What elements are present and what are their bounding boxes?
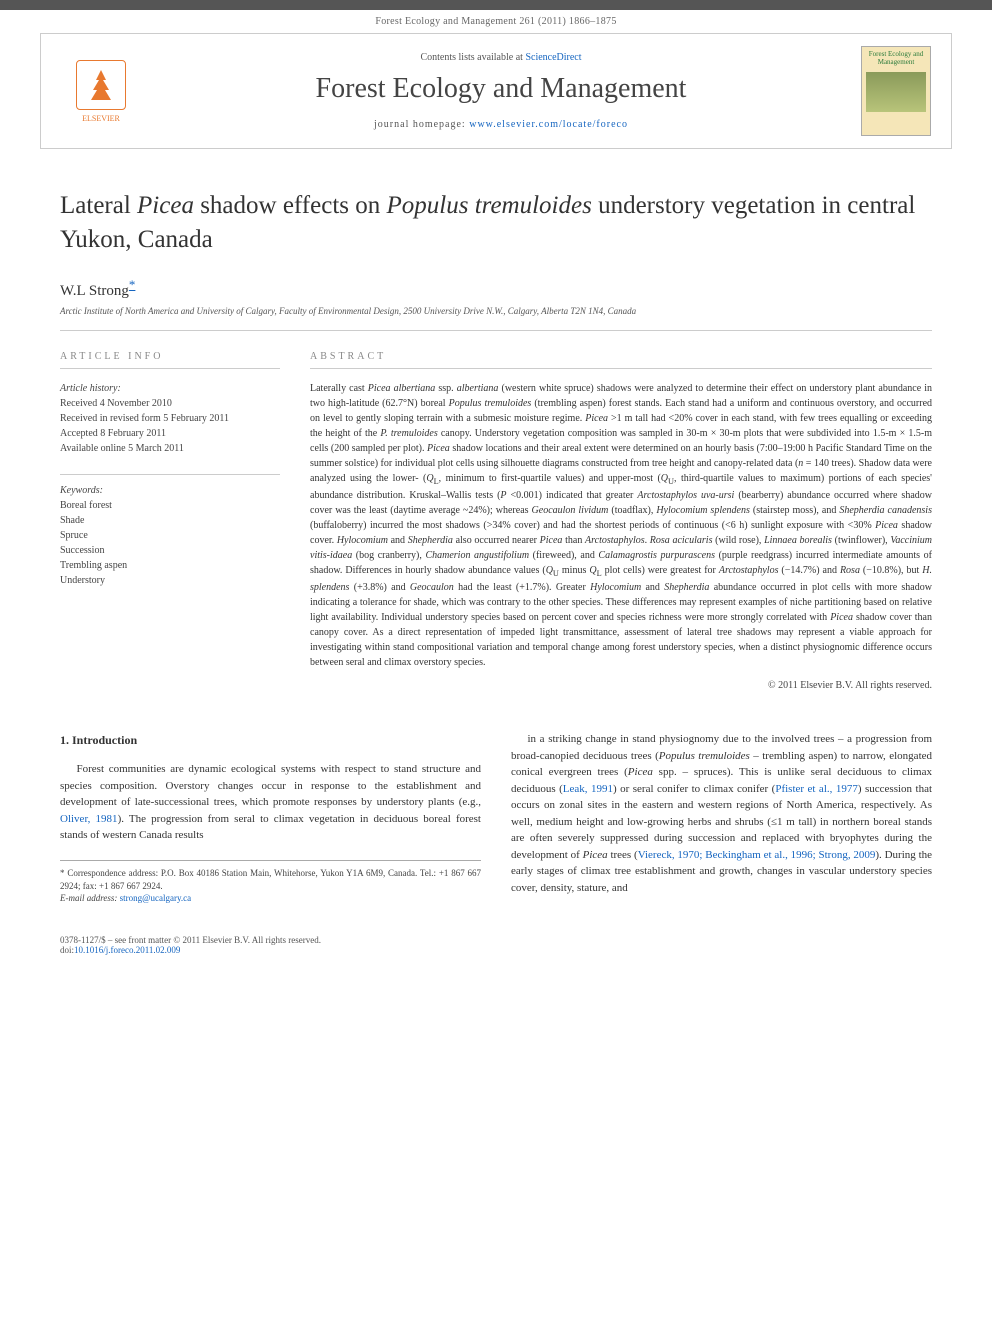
article-info-label: ARTICLE INFO bbox=[60, 351, 280, 369]
cover-image-icon bbox=[866, 72, 926, 112]
body-column-left: 1. Introduction Forest communities are d… bbox=[60, 731, 481, 904]
abstract-col: ABSTRACT Laterally cast Picea albertiana… bbox=[310, 351, 932, 692]
abstract-text: Laterally cast Picea albertiana ssp. alb… bbox=[310, 381, 932, 671]
email-link[interactable]: strong@ucalgary.ca bbox=[120, 893, 191, 903]
doi-link[interactable]: 10.1016/j.foreco.2011.02.009 bbox=[74, 945, 180, 955]
journal-meta-line: Forest Ecology and Management 261 (2011)… bbox=[0, 10, 992, 33]
abstract-label: ABSTRACT bbox=[310, 351, 932, 369]
keyword-item: Shade bbox=[60, 513, 280, 528]
journal-cover-thumb: Forest Ecology and Management bbox=[861, 46, 931, 136]
keyword-item: Spruce bbox=[60, 528, 280, 543]
sciencedirect-link[interactable]: ScienceDirect bbox=[525, 52, 581, 63]
history-item: Received in revised form 5 February 2011 bbox=[60, 411, 280, 426]
correspondence-footnote: * Correspondence address: P.O. Box 40186… bbox=[60, 860, 481, 905]
article-main: Lateral Picea shadow effects on Populus … bbox=[0, 149, 992, 711]
elsevier-tree-icon bbox=[76, 60, 126, 110]
issn-line: 0378-1127/$ – see front matter © 2011 El… bbox=[60, 935, 932, 945]
elsevier-logo: ELSEVIER bbox=[61, 51, 141, 131]
body-section: 1. Introduction Forest communities are d… bbox=[0, 711, 992, 924]
homepage-line: journal homepage: www.elsevier.com/locat… bbox=[141, 119, 861, 130]
history-item: Received 4 November 2010 bbox=[60, 396, 280, 411]
contents-line: Contents lists available at ScienceDirec… bbox=[141, 52, 861, 63]
author-affiliation: Arctic Institute of North America and Un… bbox=[60, 306, 932, 331]
keyword-item: Boreal forest bbox=[60, 498, 280, 513]
keyword-item: Succession bbox=[60, 543, 280, 558]
page-footer: 0378-1127/$ – see front matter © 2011 El… bbox=[0, 925, 992, 975]
history-item: Available online 5 March 2011 bbox=[60, 441, 280, 456]
journal-center: Contents lists available at ScienceDirec… bbox=[141, 52, 861, 130]
article-history: Article history: Received 4 November 201… bbox=[60, 381, 280, 456]
body-paragraph: in a striking change in stand physiognom… bbox=[511, 731, 932, 896]
keyword-item: Trembling aspen bbox=[60, 558, 280, 573]
abstract-copyright: © 2011 Elsevier B.V. All rights reserved… bbox=[310, 680, 932, 691]
keywords-block: Keywords: Boreal forest Shade Spruce Suc… bbox=[60, 474, 280, 588]
keyword-item: Understory bbox=[60, 573, 280, 588]
body-paragraph: Forest communities are dynamic ecologica… bbox=[60, 761, 481, 844]
author-name: W.L Strong* bbox=[60, 277, 932, 300]
section-heading: 1. Introduction bbox=[60, 731, 481, 749]
history-item: Accepted 8 February 2011 bbox=[60, 426, 280, 441]
body-column-right: in a striking change in stand physiognom… bbox=[511, 731, 932, 904]
header-bar: Forest Ecology and Management 261 (2011)… bbox=[0, 0, 992, 149]
author-footnote-link[interactable]: * bbox=[129, 277, 136, 292]
journal-name: Forest Ecology and Management bbox=[141, 73, 861, 105]
article-info-col: ARTICLE INFO Article history: Received 4… bbox=[60, 351, 280, 692]
info-abstract-row: ARTICLE INFO Article history: Received 4… bbox=[60, 351, 932, 692]
article-title: Lateral Picea shadow effects on Populus … bbox=[60, 189, 932, 257]
journal-box: ELSEVIER Contents lists available at Sci… bbox=[40, 33, 952, 149]
elsevier-label: ELSEVIER bbox=[82, 114, 120, 123]
homepage-link[interactable]: www.elsevier.com/locate/foreco bbox=[469, 119, 628, 130]
body-columns: 1. Introduction Forest communities are d… bbox=[60, 731, 932, 904]
